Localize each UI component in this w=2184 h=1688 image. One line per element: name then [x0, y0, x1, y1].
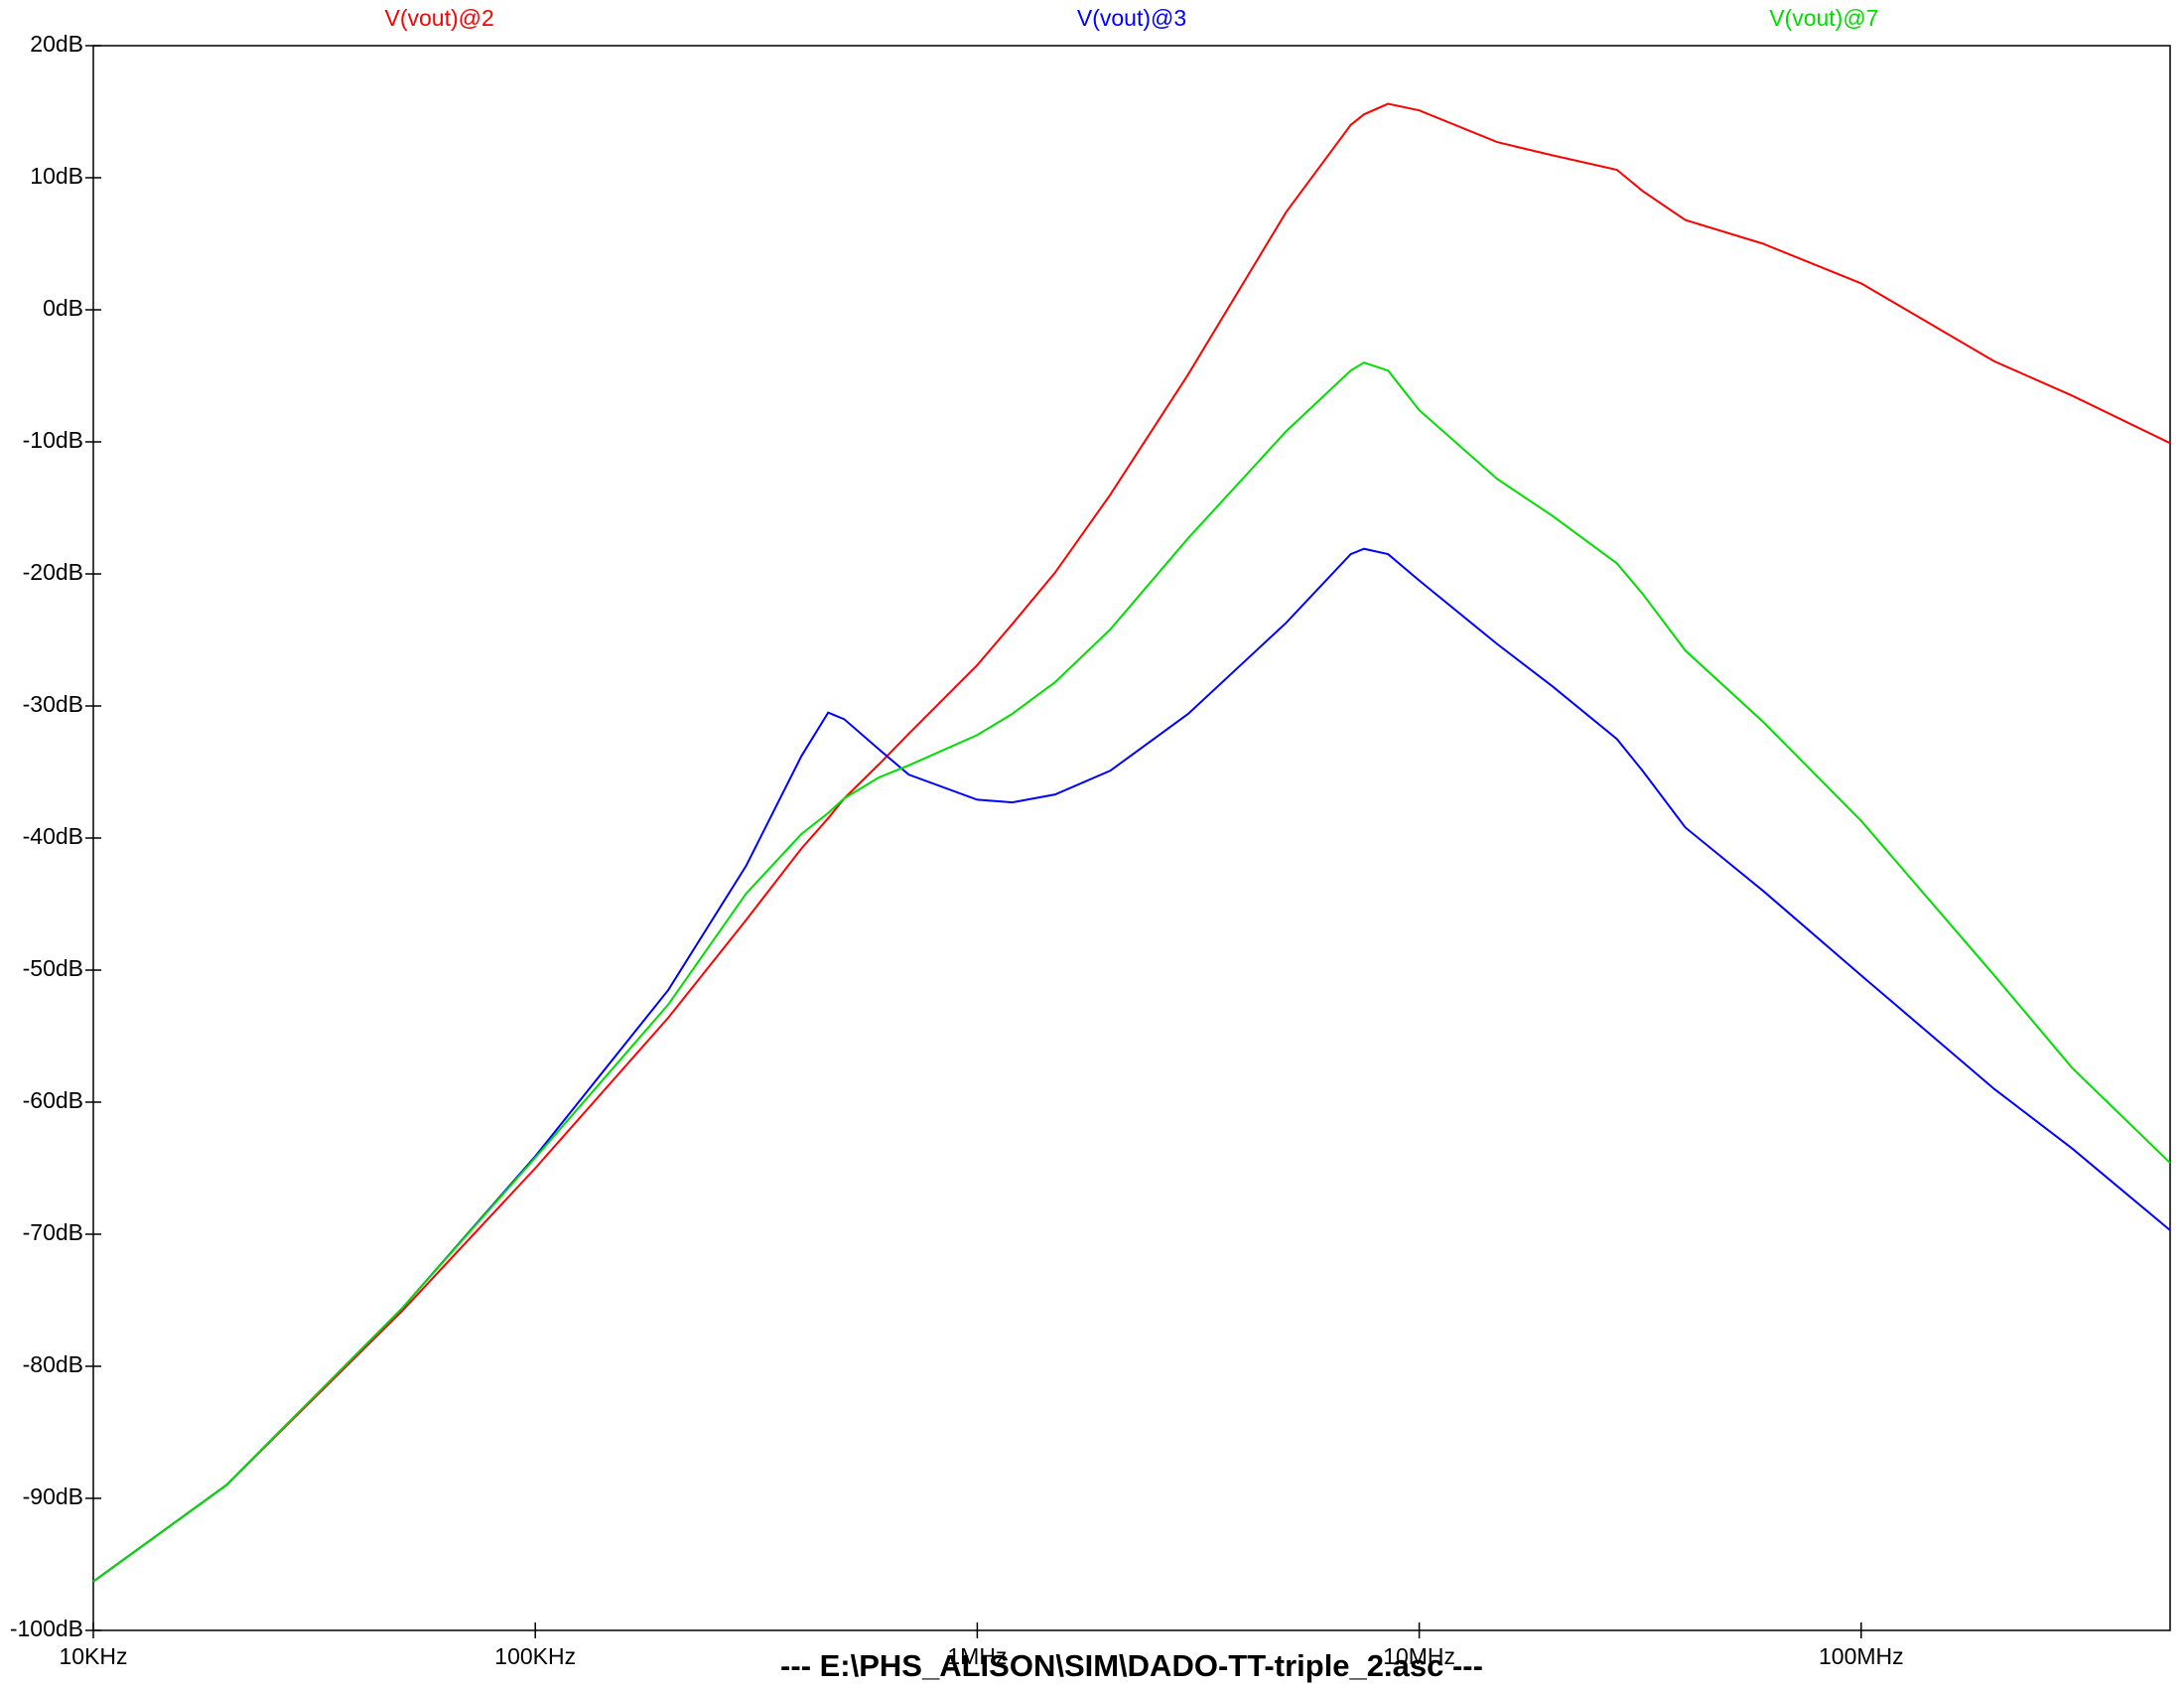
series-line [92, 102, 2171, 1583]
y-tick-label: -70dB [23, 1219, 83, 1245]
y-tick-label: -60dB [23, 1087, 83, 1113]
x-tick-label: 10KHz [59, 1643, 127, 1669]
series-line [92, 547, 2171, 1583]
y-tick-label: -30dB [23, 691, 83, 717]
y-tick-label: 0dB [43, 295, 83, 321]
series-line [92, 361, 2171, 1583]
legend-label: V(vout)@2 [385, 5, 494, 31]
y-tick-label: -20dB [23, 559, 83, 585]
chart-title: --- E:\PHS_ALISON\SIM\DADO-TT-triple_2.a… [780, 1648, 1483, 1683]
y-tick-label: -10dB [23, 427, 83, 453]
y-tick-label: 20dB [30, 31, 83, 57]
legend-label: V(vout)@3 [1077, 5, 1186, 31]
y-tick-label: 10dB [30, 163, 83, 189]
x-tick-label: 1MHz [947, 1643, 1007, 1669]
legend-label: V(vout)@7 [1769, 5, 1878, 31]
y-tick-label: -90dB [23, 1483, 83, 1509]
y-tick-label: -80dB [23, 1351, 83, 1377]
y-tick-label: -100dB [10, 1616, 83, 1641]
y-tick-label: -50dB [23, 955, 83, 981]
x-tick-label: 100MHz [1819, 1643, 1904, 1669]
x-tick-label: 10MHz [1383, 1643, 1455, 1669]
y-tick-label: -40dB [23, 823, 83, 849]
x-tick-label: 100KHz [494, 1643, 576, 1669]
